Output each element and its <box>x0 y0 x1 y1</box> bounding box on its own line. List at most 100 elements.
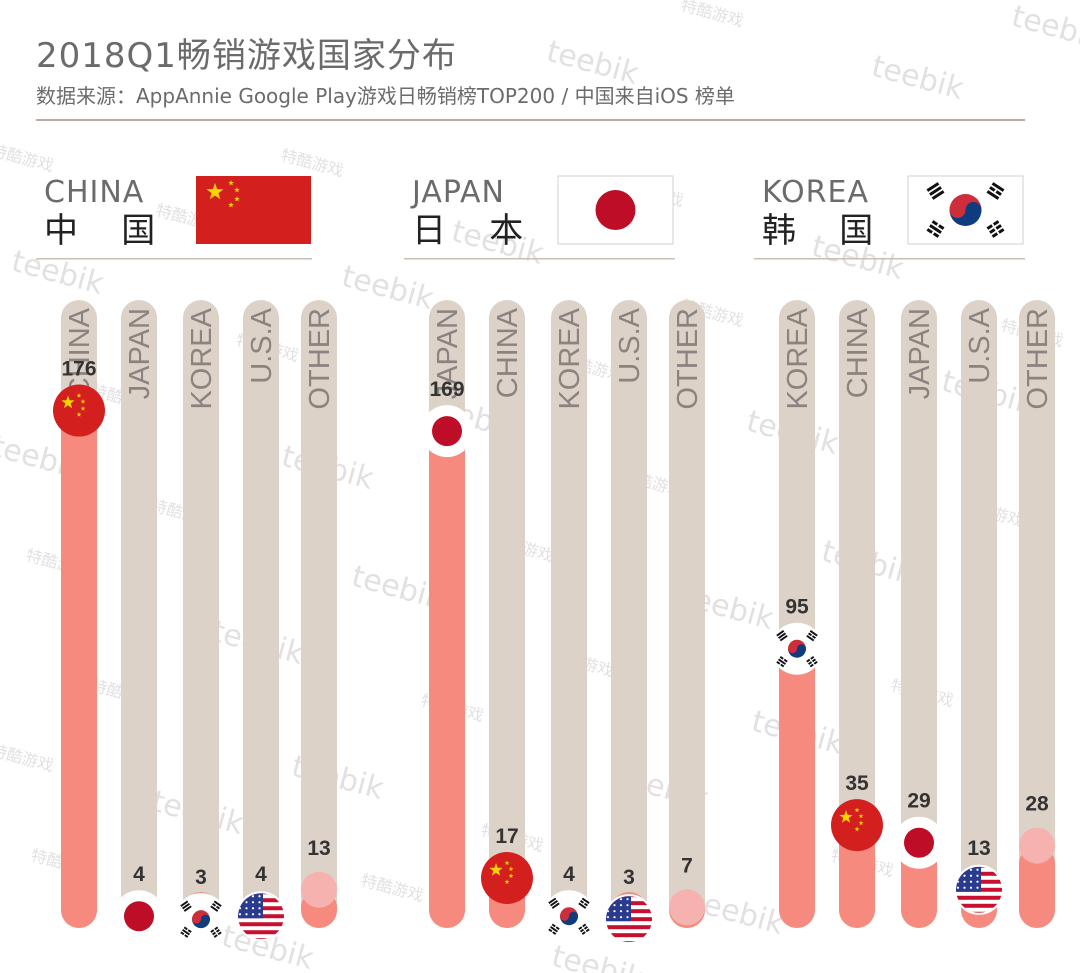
japan-marker <box>113 890 165 943</box>
category-label: OTHER <box>1022 308 1054 410</box>
china-marker <box>481 852 533 905</box>
value-label: 7 <box>681 854 693 877</box>
watermark-text: 特酷游戏 <box>679 0 746 30</box>
watermark-text: teebik <box>868 49 968 107</box>
panel-title-en: JAPAN <box>410 175 505 210</box>
japan-marker <box>421 405 473 458</box>
category-label: JAPAN <box>124 308 156 399</box>
category-label: JAPAN <box>904 308 936 399</box>
other-marker <box>301 871 337 908</box>
bar-track <box>839 300 875 928</box>
watermark-text: 特酷游戏 <box>359 871 426 906</box>
value-label: 13 <box>307 837 330 860</box>
value-label: 176 <box>61 358 96 381</box>
usa-marker <box>604 894 654 945</box>
panel-title-en: CHINA <box>44 175 144 210</box>
bar-track <box>961 300 997 928</box>
korea-marker <box>175 893 227 946</box>
bar-track <box>121 300 157 928</box>
bar-track <box>183 300 219 928</box>
bar-china: CHINA 17 <box>481 300 533 928</box>
bar-china: CHINA 35 <box>831 300 883 928</box>
bar-us.a: U.S.A 13 <box>954 300 1004 928</box>
bar-japan: JAPAN 4 <box>113 300 165 943</box>
korea-marker <box>543 890 595 943</box>
category-label: CHINA <box>492 307 524 398</box>
watermark-text: 特酷游戏 <box>279 146 346 181</box>
category-label: KOREA <box>186 307 218 409</box>
bar-track <box>669 300 705 928</box>
value-label: 35 <box>845 772 869 795</box>
value-label: 13 <box>967 837 990 860</box>
bar-fill <box>1019 845 1055 928</box>
value-label: 4 <box>133 863 145 886</box>
value-label: 95 <box>785 596 809 619</box>
bar-fill <box>61 410 97 928</box>
value-label: 3 <box>623 866 635 889</box>
watermark-text: 特酷游戏 <box>0 741 56 776</box>
panel-title-cn: 日 本 <box>412 211 523 251</box>
bar-other: OTHER 28 <box>1019 300 1055 928</box>
bar-track <box>489 300 525 928</box>
bar-japan: JAPAN 29 <box>893 300 945 928</box>
category-label: U.S.A <box>246 307 278 383</box>
category-label: OTHER <box>304 308 336 410</box>
watermark-text: teebik <box>1008 0 1080 57</box>
category-label: JAPAN <box>432 308 464 399</box>
bar-track <box>901 300 937 928</box>
usa-marker <box>954 864 1004 915</box>
value-label: 28 <box>1025 793 1049 816</box>
bar-track <box>611 300 647 928</box>
bar-fill <box>839 825 875 928</box>
bar-korea: KOREA 4 <box>543 300 595 943</box>
bar-us.a: U.S.A 3 <box>604 300 654 945</box>
header-divider <box>36 119 1025 121</box>
category-label: CHINA <box>842 307 874 398</box>
bar-track <box>301 300 337 928</box>
bar-fill <box>429 431 465 928</box>
other-marker <box>1019 827 1055 864</box>
japan-marker <box>893 816 945 869</box>
watermark-text: teebik <box>8 244 108 302</box>
value-label: 17 <box>495 825 518 848</box>
china-marker <box>831 799 883 852</box>
watermark-text: teebik <box>543 34 643 92</box>
chart-subtitle: 数据来源：AppAnnie Google Play游戏日畅销榜TOP200 / … <box>36 84 735 108</box>
panel-title-cn: 韩 国 <box>762 211 873 251</box>
china-marker <box>53 384 105 437</box>
category-label: OTHER <box>672 308 704 410</box>
bar-track <box>243 300 279 928</box>
value-label: 4 <box>255 863 267 886</box>
value-label: 3 <box>195 866 207 889</box>
category-label: KOREA <box>554 307 586 409</box>
japan-flag <box>557 175 674 245</box>
bar-other: OTHER 7 <box>669 300 705 928</box>
bar-us.a: U.S.A 4 <box>236 300 286 942</box>
value-label: 4 <box>563 863 575 886</box>
korea-marker <box>771 622 823 675</box>
chart-title: 2018Q1畅销游戏国家分布 <box>36 36 457 76</box>
panel-divider <box>754 258 1025 260</box>
category-label: U.S.A <box>614 307 646 383</box>
bar-track <box>1019 300 1055 928</box>
panel-divider <box>36 258 312 260</box>
panel-divider <box>404 258 675 260</box>
category-label: CHINA <box>64 307 96 398</box>
bar-track <box>551 300 587 928</box>
bar-fill <box>779 648 815 928</box>
watermark-text: teebik <box>338 259 438 317</box>
value-label: 169 <box>429 378 464 401</box>
bar-other: OTHER 13 <box>301 300 337 928</box>
bar-korea: KOREA 3 <box>175 300 227 946</box>
korea-flag <box>907 175 1024 245</box>
bar-korea: KOREA 95 <box>771 300 823 928</box>
china-flag <box>196 176 311 244</box>
panel-title-en: KOREA <box>762 175 869 210</box>
